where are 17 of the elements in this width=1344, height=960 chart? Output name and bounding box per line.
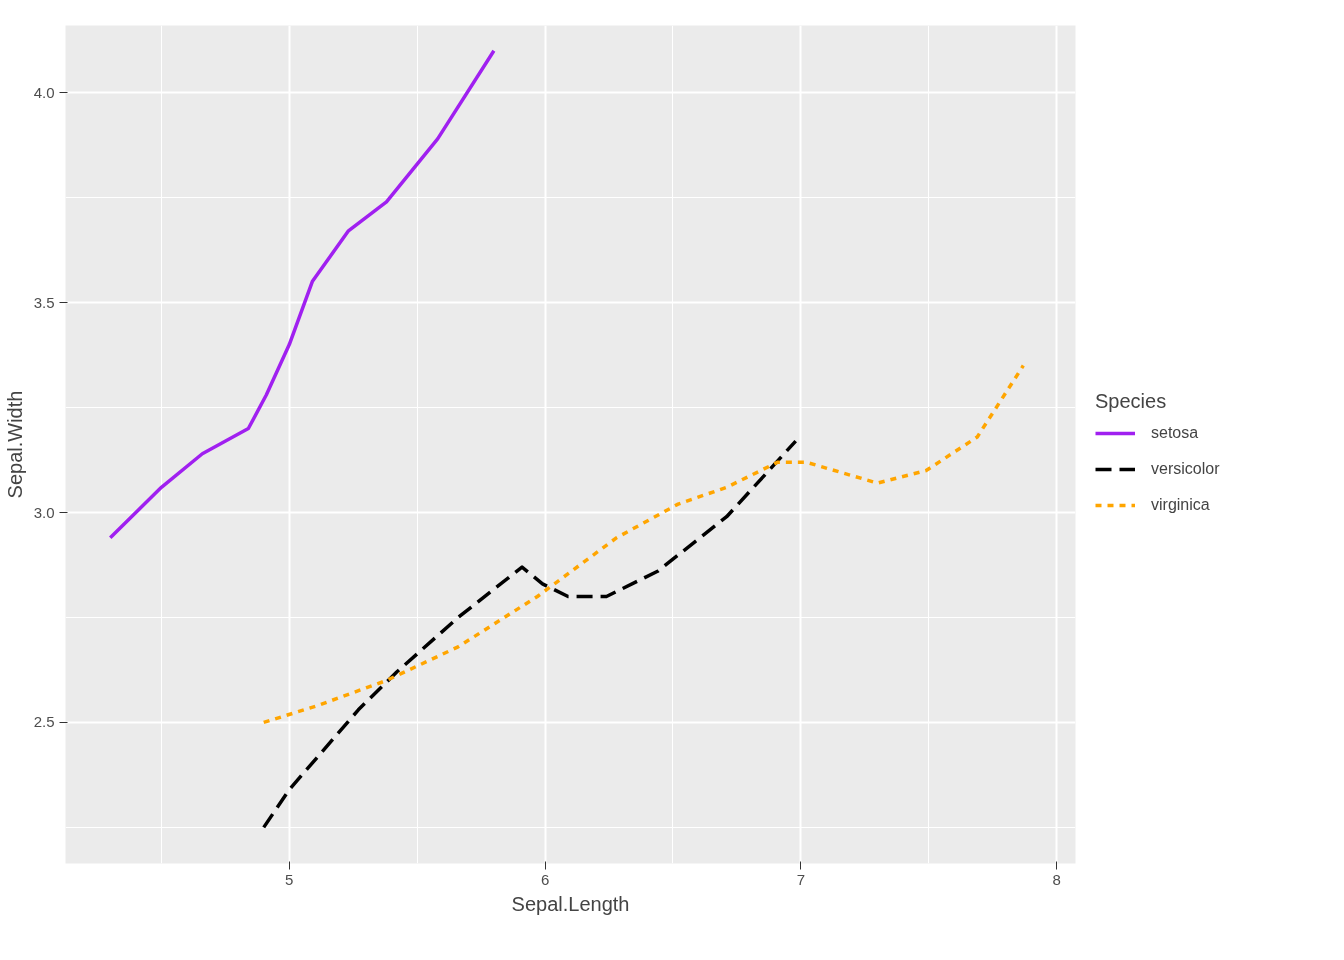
line-series xyxy=(108,48,496,540)
x-tick-label: 6 xyxy=(540,870,550,888)
legend-title: Species xyxy=(1095,389,1168,413)
line-series xyxy=(261,363,1026,725)
y-tick-label: 3.0 xyxy=(33,503,55,521)
legend-label: versicolor xyxy=(1151,459,1220,478)
line-series xyxy=(261,439,798,830)
y-tick-label: 2.5 xyxy=(33,713,55,731)
x-tick-label: 8 xyxy=(1052,870,1061,888)
y-tick-label: 3.5 xyxy=(33,293,55,311)
x-tick-label: 5 xyxy=(285,870,294,888)
legend-label: virginica xyxy=(1151,495,1210,514)
legend-label: setosa xyxy=(1151,423,1199,442)
x-tick-label: 7 xyxy=(796,870,805,888)
y-axis-title: Sepal.Width xyxy=(3,390,26,499)
y-tick-label: 4.0 xyxy=(33,83,55,101)
x-axis-title: Sepal.Length xyxy=(511,892,630,915)
